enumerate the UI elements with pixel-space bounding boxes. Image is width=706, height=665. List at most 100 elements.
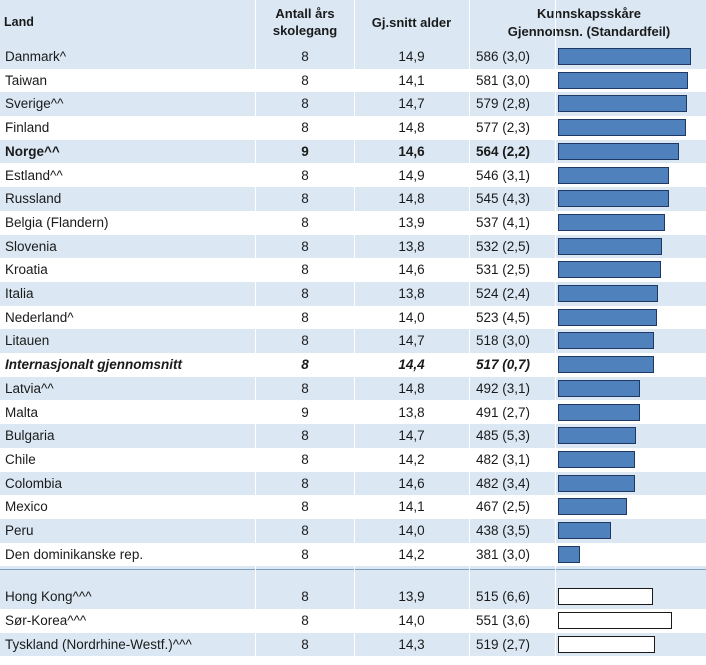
- country-cell: Hong Kong^^^: [5, 589, 92, 605]
- score-cell: 531 (2,5): [476, 262, 531, 278]
- score-bar: [558, 166, 670, 184]
- age-cell: 14,8: [398, 120, 425, 136]
- table-row: Bulgaria 8 14,7 485 (5,3): [0, 424, 706, 448]
- header-score-subtitle: Gjennomsn. (Standardfeil): [507, 24, 671, 39]
- score-bar: [558, 635, 655, 653]
- years-cell: 8: [301, 380, 309, 396]
- age-cell: 13,8: [398, 238, 425, 254]
- score-cell: 482 (3,1): [476, 451, 531, 467]
- score-bar: [558, 285, 658, 302]
- country-cell: Latvia^^: [5, 380, 54, 396]
- years-cell: 8: [301, 333, 309, 349]
- years-cell: 8: [301, 589, 309, 605]
- country-cell: Norge^^: [5, 143, 60, 159]
- score-cell: 551 (3,6): [476, 613, 531, 629]
- section-divider: [0, 569, 706, 571]
- table-row: Sverige^^ 8 14,7 579 (2,8): [0, 92, 706, 117]
- score-cell: 467 (2,5): [476, 499, 531, 515]
- country-cell: Danmark^: [5, 49, 67, 64]
- age-cell: 14,8: [398, 380, 425, 396]
- score-cell: 537 (4,1): [476, 214, 531, 230]
- country-cell: Italia: [5, 286, 34, 301]
- country-cell: Den dominikanske rep.: [5, 546, 144, 562]
- years-cell: 8: [301, 191, 309, 207]
- years-cell: 8: [301, 499, 309, 515]
- age-cell: 14,0: [398, 613, 425, 629]
- years-cell: 8: [301, 475, 309, 491]
- score-bar: [558, 237, 662, 255]
- score-bar: [558, 379, 641, 397]
- country-cell: Tyskland (Nordrhine-Westf.)^^^: [5, 636, 192, 652]
- score-cell: 581 (3,0): [476, 72, 531, 88]
- age-cell: 14,1: [398, 499, 425, 515]
- years-cell: 8: [301, 286, 309, 301]
- score-cell: 523 (4,5): [476, 309, 531, 325]
- table-row: Chile 8 14,2 482 (3,1): [0, 447, 706, 472]
- score-cell: 579 (2,8): [476, 96, 531, 112]
- score-cell: 491 (2,7): [476, 404, 531, 420]
- years-cell: 8: [301, 309, 309, 325]
- score-bar: [558, 119, 687, 137]
- table-header: Land Antall års skolegang Gj.snitt alder…: [0, 0, 706, 45]
- score-bar: [558, 308, 658, 326]
- score-cell: 532 (2,5): [476, 238, 531, 254]
- years-cell: 8: [301, 262, 309, 278]
- years-cell: 8: [301, 357, 309, 373]
- grid-line: [354, 0, 355, 665]
- country-cell: Sør-Korea^^^: [5, 613, 87, 629]
- score-cell: 586 (3,0): [476, 49, 531, 64]
- table-row: Russland 8 14,8 545 (4,3): [0, 187, 706, 211]
- country-cell: Peru: [5, 523, 34, 538]
- years-cell: 8: [301, 428, 309, 444]
- age-cell: 14,7: [398, 333, 425, 349]
- table-row: Internasjonalt gjennomsnitt 8 14,4 517 (0,7…: [0, 353, 706, 377]
- years-cell: 8: [301, 49, 309, 64]
- years-cell: 8: [301, 613, 309, 629]
- score-bar: [558, 474, 635, 492]
- score-bar: [558, 522, 612, 539]
- age-cell: 13,9: [398, 214, 425, 230]
- table-row: Mexico 8 14,1 467 (2,5): [0, 495, 706, 519]
- age-cell: 14,1: [398, 72, 425, 88]
- age-cell: 14,8: [398, 191, 425, 207]
- score-cell: 519 (2,7): [476, 636, 531, 652]
- table-row: Slovenia 8 13,8 532 (2,5): [0, 234, 706, 259]
- grid-line: [255, 0, 256, 665]
- grid-line: [555, 0, 556, 665]
- score-cell: 515 (6,6): [476, 589, 531, 605]
- years-cell: 8: [301, 636, 309, 652]
- country-cell: Bulgaria: [5, 428, 55, 444]
- score-bar: [558, 545, 581, 563]
- country-cell: Kroatia: [5, 262, 48, 278]
- table-row: Den dominikanske rep. 8 14,2 381 (3,0): [0, 542, 706, 567]
- score-cell: 518 (3,0): [476, 333, 531, 349]
- score-cell: 482 (3,4): [476, 475, 531, 491]
- age-cell: 14,6: [398, 262, 425, 278]
- country-cell: Mexico: [5, 499, 48, 515]
- age-cell: 13,8: [398, 286, 425, 301]
- country-cell: Internasjonalt gjennomsnitt: [5, 357, 183, 373]
- years-cell: 9: [301, 143, 309, 159]
- score-bar: [558, 190, 669, 208]
- country-cell: Litauen: [5, 333, 50, 349]
- years-cell: 8: [301, 451, 309, 467]
- table-row: Peru 8 14,0 438 (3,5): [0, 519, 706, 543]
- years-cell: 8: [301, 96, 309, 112]
- country-cell: Russland: [5, 191, 62, 207]
- score-cell: 438 (3,5): [476, 523, 531, 538]
- age-cell: 14,4: [398, 357, 425, 373]
- age-cell: 13,9: [398, 589, 425, 605]
- age-cell: 14,2: [398, 546, 425, 562]
- country-cell: Chile: [5, 451, 36, 467]
- age-cell: 14,6: [398, 143, 425, 159]
- table-row: Litauen 8 14,7 518 (3,0): [0, 329, 706, 354]
- years-cell: 8: [301, 167, 309, 183]
- country-cell: Colombia: [5, 475, 63, 491]
- age-cell: 14,9: [398, 167, 425, 183]
- table-row: Italia 8 13,8 524 (2,4): [0, 282, 706, 306]
- score-cell: 492 (3,1): [476, 380, 531, 396]
- score-bar: [558, 498, 627, 516]
- score-cell: 485 (5,3): [476, 428, 531, 444]
- score-bar: [558, 427, 637, 445]
